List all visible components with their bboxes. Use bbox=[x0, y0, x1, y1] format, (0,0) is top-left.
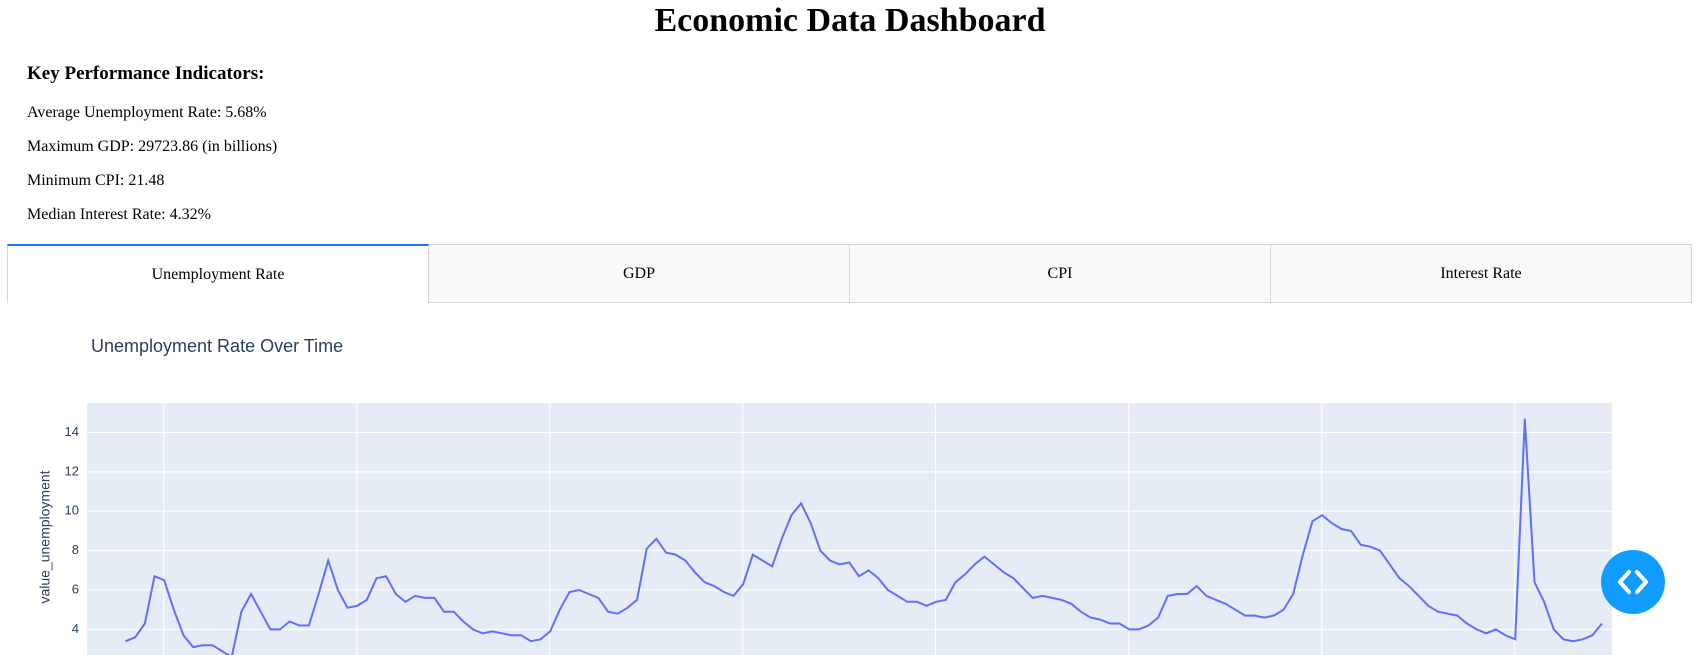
chart: Unemployment Rate Over Time value_unempl… bbox=[37, 336, 1612, 655]
plot-area bbox=[87, 403, 1612, 655]
code-icon bbox=[1618, 570, 1648, 594]
line-series bbox=[125, 418, 1603, 655]
code-toggle-button[interactable] bbox=[1601, 550, 1665, 614]
tab-bar: Unemployment Rate GDP CPI Interest Rate bbox=[7, 244, 1692, 303]
tab[interactable]: Interest Rate bbox=[1271, 244, 1692, 303]
y-tick-label: 8 bbox=[72, 542, 79, 557]
kpi-item: Median Interest Rate: 4.32% bbox=[27, 206, 211, 223]
kpi-item: Average Unemployment Rate: 5.68% bbox=[27, 104, 267, 121]
tab[interactable]: GDP bbox=[429, 244, 850, 303]
tab[interactable]: CPI bbox=[850, 244, 1271, 303]
y-tick-label: 12 bbox=[65, 463, 79, 478]
page-title: Economic Data Dashboard bbox=[654, 2, 1046, 39]
y-tick-label: 4 bbox=[72, 621, 79, 636]
y-tick-label: 6 bbox=[72, 581, 79, 596]
y-tick-label: 14 bbox=[65, 424, 79, 439]
kpi-item: Maximum GDP: 29723.86 (in billions) bbox=[27, 138, 278, 155]
tab[interactable]: Unemployment Rate bbox=[7, 244, 429, 303]
kpi-item: Minimum CPI: 21.48 bbox=[27, 172, 165, 189]
y-tick-label: 10 bbox=[65, 503, 79, 518]
kpi-heading: Key Performance Indicators: bbox=[27, 63, 265, 84]
chart-title: Unemployment Rate Over Time bbox=[91, 336, 343, 356]
y-axis-label: value_unemployment bbox=[37, 470, 53, 603]
